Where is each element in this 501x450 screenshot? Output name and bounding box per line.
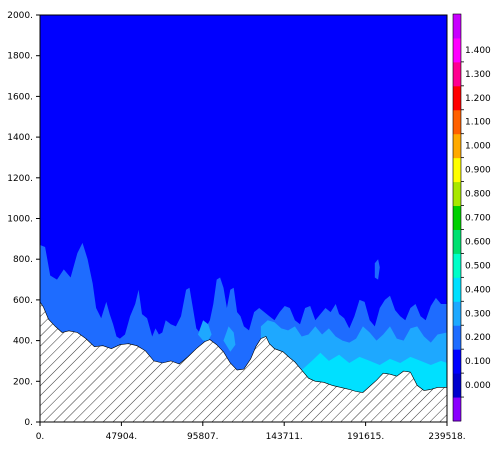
colorbar-label: 1.200 xyxy=(465,94,491,104)
colorbar-swatch xyxy=(453,14,461,39)
y-tick-label: 2000. xyxy=(7,11,33,21)
x-tick-label: 0. xyxy=(36,432,45,442)
y-tick-label: 1000. xyxy=(7,215,33,225)
y-tick-label: 1400. xyxy=(7,133,33,143)
colorbar-swatch xyxy=(453,277,461,302)
colorbar-swatch xyxy=(453,109,461,135)
colorbar-swatch xyxy=(453,85,461,111)
colorbar-swatch xyxy=(453,205,461,230)
colorbar-swatch xyxy=(453,37,461,63)
colorbar-label: 0.200 xyxy=(465,333,491,343)
colorbar-label: 0.000 xyxy=(465,381,491,391)
terrain-hatched xyxy=(40,301,447,422)
colorbar-label: 0.600 xyxy=(465,237,491,247)
colorbar-swatch xyxy=(453,61,461,87)
y-tick-label: 0. xyxy=(24,418,33,428)
x-tick-label: 47904. xyxy=(106,432,138,442)
x-tick-label: 191615. xyxy=(347,432,384,442)
y-tick-label: 400. xyxy=(13,337,33,347)
colorbar-label: 0.900 xyxy=(465,166,491,176)
plot-area xyxy=(39,14,448,423)
x-tick-label: 239518. xyxy=(428,432,465,442)
contour-region-0-300-2 xyxy=(198,320,212,341)
colorbar-swatch xyxy=(453,301,461,326)
colorbar-frame xyxy=(452,13,462,422)
contour-region-0-400-4 xyxy=(301,352,447,393)
x-axis: 0. 47904. 95807. 143711. 191615. 239518. xyxy=(36,422,466,442)
y-tick-label: 800. xyxy=(13,255,33,265)
y-tick-label: 1200. xyxy=(7,174,33,184)
colorbar-label: 0.100 xyxy=(465,357,491,367)
y-tick-label: 600. xyxy=(13,296,33,306)
colorbar-swatch xyxy=(453,229,461,254)
x-tick-label: 95807. xyxy=(187,432,219,442)
colorbar: 0.000 0.100 0.200 0.300 0.400 0.500 0.600 0.700… xyxy=(452,13,491,422)
colorbar-label: 1.400 xyxy=(465,46,491,56)
colorbar-label: 0.800 xyxy=(465,190,491,200)
colorbar-label: 0.400 xyxy=(465,285,491,295)
contour-region-0-200-5 xyxy=(374,259,380,280)
contour-layer xyxy=(40,242,447,393)
y-axis: 0. 200. 400. 600. 800. 1000. 1200. 1400. 1600. 18… xyxy=(7,11,40,428)
colorbar-swatch xyxy=(453,253,461,278)
contour-region-0-300-3 xyxy=(223,326,236,352)
colorbar-label: 1.100 xyxy=(465,118,491,128)
x-tick-label: 143711. xyxy=(266,432,303,442)
colorbar-swatch xyxy=(453,397,461,422)
colorbar-label: 1.000 xyxy=(465,142,491,152)
y-tick-label: 200. xyxy=(13,377,33,387)
colorbar-swatch xyxy=(453,325,461,350)
colorbar-label: 0.700 xyxy=(465,214,491,224)
y-tick-label: 1600. xyxy=(7,92,33,102)
colorbar-label: 0.300 xyxy=(465,309,491,319)
colorbar-swatch xyxy=(453,373,461,398)
colorbar-label: 1.300 xyxy=(465,70,491,80)
colorbar-swatch xyxy=(453,181,461,207)
colorbar-label: 0.500 xyxy=(465,261,491,271)
colorbar-swatch xyxy=(453,349,461,374)
y-tick-label: 1800. xyxy=(7,52,33,62)
colorbar-swatch xyxy=(453,157,461,183)
colorbar-swatch xyxy=(453,133,461,159)
